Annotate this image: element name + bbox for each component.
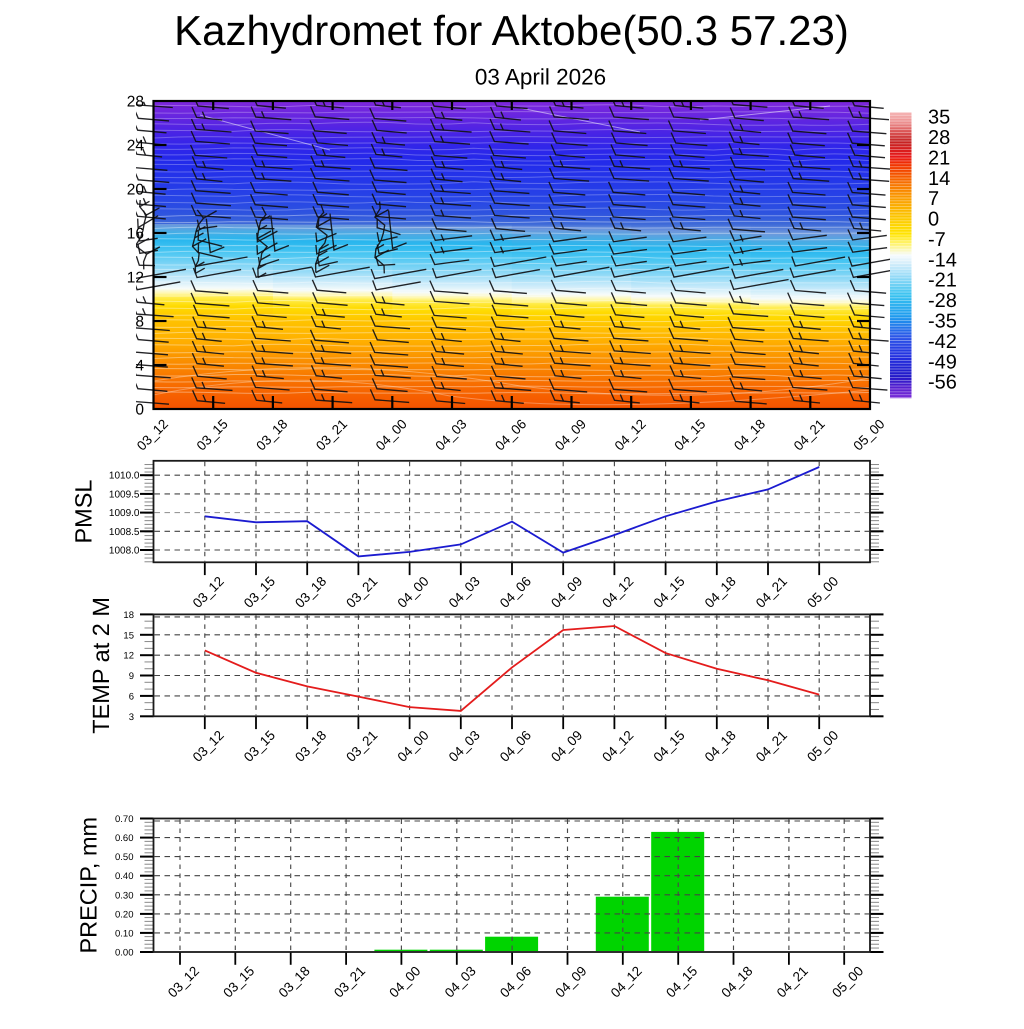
svg-text:7: 7 <box>928 188 939 210</box>
svg-text:6: 6 <box>129 691 134 702</box>
svg-text:35: 35 <box>928 107 950 129</box>
svg-text:0.10: 0.10 <box>115 928 134 939</box>
svg-text:PRECIP, mm: PRECIP, mm <box>76 817 102 954</box>
svg-text:8: 8 <box>135 314 144 331</box>
svg-text:4: 4 <box>135 358 144 375</box>
svg-text:0.70: 0.70 <box>115 814 134 825</box>
svg-text:1008.0: 1008.0 <box>109 546 140 557</box>
svg-text:-56: -56 <box>928 372 957 394</box>
svg-text:12: 12 <box>127 270 144 287</box>
svg-text:-42: -42 <box>928 331 957 353</box>
svg-text:1009.5: 1009.5 <box>109 489 140 500</box>
svg-text:-7: -7 <box>928 229 946 251</box>
svg-text:1008.5: 1008.5 <box>109 527 140 538</box>
svg-text:28: 28 <box>127 94 144 111</box>
svg-text:0.00: 0.00 <box>115 948 134 959</box>
svg-text:15: 15 <box>123 630 134 641</box>
svg-text:18: 18 <box>123 610 134 621</box>
svg-text:0: 0 <box>928 209 939 231</box>
svg-text:3: 3 <box>129 712 134 723</box>
svg-text:03 April 2026: 03 April 2026 <box>475 65 606 90</box>
svg-text:1010.0: 1010.0 <box>109 471 140 482</box>
svg-text:12: 12 <box>123 651 134 662</box>
svg-text:0.40: 0.40 <box>115 871 134 882</box>
svg-text:21: 21 <box>928 148 950 170</box>
svg-text:-21: -21 <box>928 270 957 292</box>
svg-text:24: 24 <box>127 138 145 155</box>
svg-text:14: 14 <box>928 168 950 190</box>
svg-text:Kazhydromet for Aktobe(50.3 57: Kazhydromet for Aktobe(50.3 57.23) <box>174 7 849 54</box>
svg-text:16: 16 <box>127 226 144 243</box>
svg-text:0.50: 0.50 <box>115 852 134 863</box>
svg-text:0: 0 <box>135 402 144 419</box>
svg-text:PMSL: PMSL <box>71 480 97 544</box>
svg-text:-14: -14 <box>928 249 957 271</box>
svg-text:0.20: 0.20 <box>115 909 134 920</box>
svg-text:-49: -49 <box>928 351 957 373</box>
svg-text:1009.0: 1009.0 <box>109 508 140 519</box>
svg-text:-35: -35 <box>928 311 957 333</box>
svg-text:TEMP at 2 M: TEMP at 2 M <box>88 597 114 734</box>
svg-text:9: 9 <box>129 671 134 682</box>
svg-text:28: 28 <box>928 127 950 149</box>
svg-text:0.60: 0.60 <box>115 833 134 844</box>
svg-text:20: 20 <box>127 182 145 199</box>
svg-text:-28: -28 <box>928 290 957 312</box>
svg-text:0.30: 0.30 <box>115 890 134 901</box>
